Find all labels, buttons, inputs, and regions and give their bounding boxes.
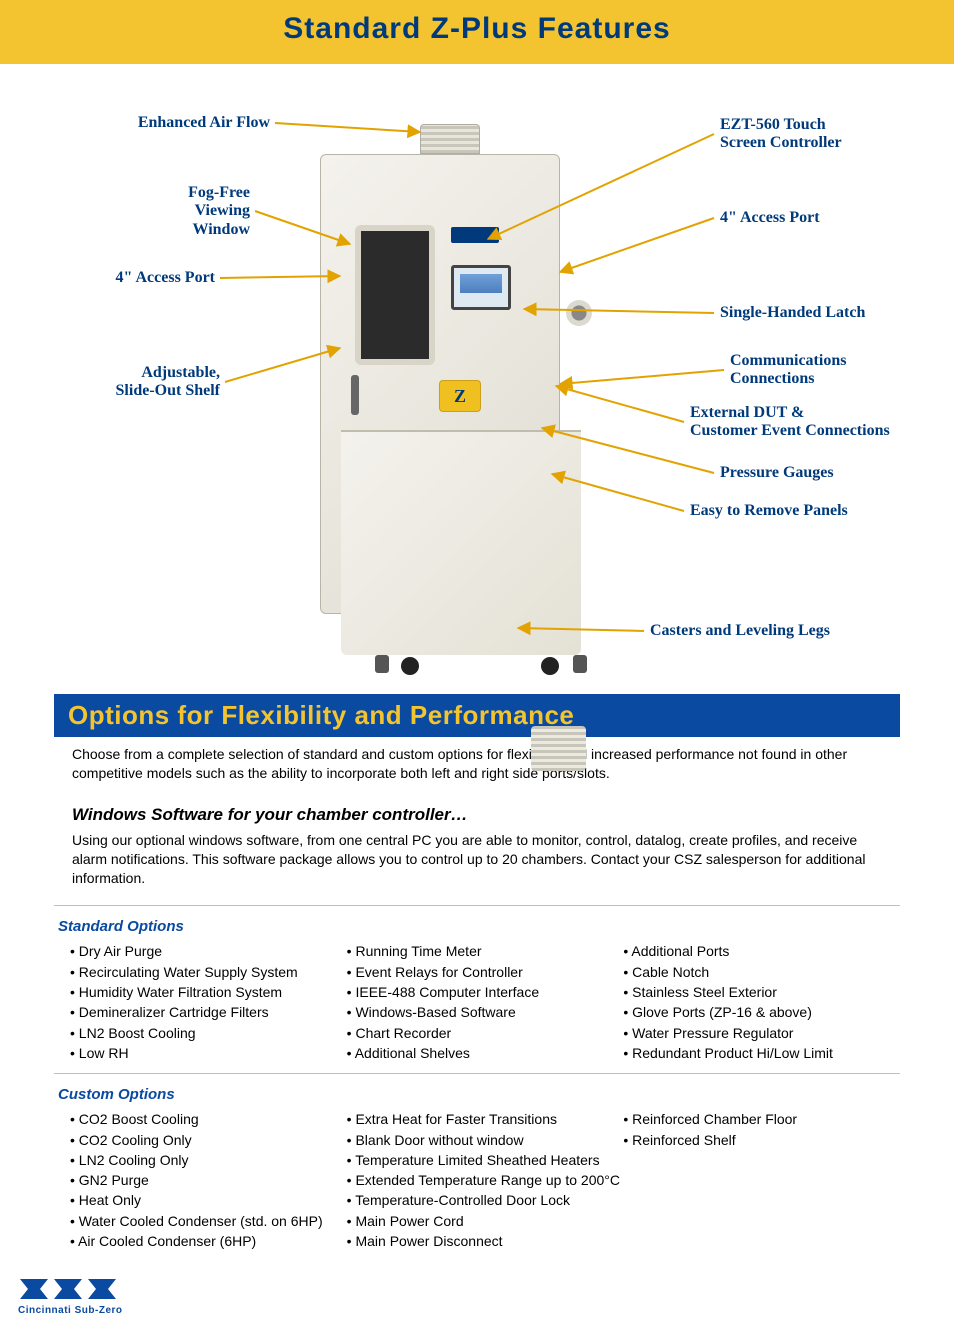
software-subhead: Windows Software for your chamber contro…	[72, 805, 882, 825]
feature-callout: Easy to Remove Panels	[690, 502, 848, 520]
feature-callout: Fog-FreeViewingWindow	[0, 184, 250, 239]
custom-options-columns: CO2 Boost CoolingCO2 Cooling OnlyLN2 Coo…	[70, 1109, 900, 1251]
footer-logo: Cincinnati Sub-Zero	[18, 1275, 128, 1316]
list-item: CO2 Boost Cooling	[70, 1109, 347, 1129]
list-item: Additional Ports	[623, 941, 900, 961]
caster-icon	[541, 657, 559, 675]
list-item: Temperature-Controlled Door Lock	[347, 1190, 624, 1210]
caster-icon	[401, 657, 419, 675]
list-item: Reinforced Shelf	[623, 1130, 900, 1150]
list-item: Temperature Limited Sheathed Heaters	[347, 1150, 624, 1170]
software-paragraph: Using our optional windows software, fro…	[72, 831, 882, 888]
standard-col-1: Dry Air PurgeRecirculating Water Supply …	[70, 941, 347, 1063]
list-item: Demineralizer Cartridge Filters	[70, 1002, 347, 1022]
chamber-vent-icon	[531, 726, 586, 771]
custom-col-3: Reinforced Chamber FloorReinforced Shelf	[623, 1109, 900, 1251]
list-item: Dry Air Purge	[70, 941, 347, 961]
list-item: Running Time Meter	[347, 941, 624, 961]
list-item: Recirculating Water Supply System	[70, 962, 347, 982]
list-item: Main Power Disconnect	[347, 1231, 624, 1251]
divider-line	[54, 905, 900, 906]
chamber-handle-icon	[351, 375, 359, 415]
feature-callout: External DUT &Customer Event Connections	[690, 404, 890, 441]
list-item: LN2 Boost Cooling	[70, 1023, 347, 1043]
feature-callout: 4" Access Port	[720, 209, 820, 227]
feature-callout: Adjustable,Slide-Out Shelf	[0, 364, 220, 401]
list-item: CO2 Cooling Only	[70, 1130, 347, 1150]
feature-callout: Single-Handed Latch	[720, 304, 865, 322]
intro-paragraph: Choose from a complete selection of stan…	[72, 745, 882, 783]
section-heading-options: Options for Flexibility and Performance	[54, 694, 900, 737]
list-item: Main Power Cord	[347, 1211, 624, 1231]
header-band: Standard Z-Plus Features	[0, 0, 954, 64]
list-item: LN2 Cooling Only	[70, 1150, 347, 1170]
leveling-leg-icon	[375, 655, 389, 673]
divider-line	[54, 1073, 900, 1074]
chamber-logo-icon	[451, 227, 499, 243]
list-item: Low RH	[70, 1043, 347, 1063]
chamber-divider	[341, 430, 581, 432]
feature-diagram: Z Enhanced Air Flow Fog-FreeViewingWindow…	[0, 84, 954, 664]
page-title: Standard Z-Plus Features	[0, 12, 954, 46]
standard-options-columns: Dry Air PurgeRecirculating Water Supply …	[70, 941, 900, 1063]
list-item: Extra Heat for Faster Transitions	[347, 1109, 624, 1129]
feature-callout: CommunicationsConnections	[730, 352, 846, 389]
list-item: Air Cooled Condenser (6HP)	[70, 1231, 347, 1251]
list-item: Additional Shelves	[347, 1043, 624, 1063]
list-item: Reinforced Chamber Floor	[623, 1109, 900, 1129]
feature-callout: EZT-560 TouchScreen Controller	[720, 116, 842, 153]
csz-logo-icon	[18, 1275, 128, 1305]
z-badge-icon: Z	[439, 380, 481, 412]
list-item: Water Cooled Condenser (std. on 6HP)	[70, 1211, 347, 1231]
standard-col-3: Additional PortsCable NotchStainless Ste…	[623, 941, 900, 1063]
leveling-leg-icon	[573, 655, 587, 673]
custom-options-head: Custom Options	[58, 1086, 954, 1103]
chamber-screen-icon	[451, 265, 511, 310]
chamber-cabinet: Z	[320, 154, 560, 614]
chamber-fan-icon	[420, 124, 480, 154]
chamber-port-icon	[566, 300, 592, 326]
list-item: Redundant Product Hi/Low Limit	[623, 1043, 900, 1063]
list-item: Chart Recorder	[347, 1023, 624, 1043]
footer-company-name: Cincinnati Sub-Zero	[18, 1305, 128, 1316]
list-item: Stainless Steel Exterior	[623, 982, 900, 1002]
list-item: Humidity Water Filtration System	[70, 982, 347, 1002]
custom-col-2: Extra Heat for Faster TransitionsBlank D…	[347, 1109, 624, 1251]
feature-callout: Pressure Gauges	[720, 464, 834, 482]
list-item: Cable Notch	[623, 962, 900, 982]
list-item: Blank Door without window	[347, 1130, 624, 1150]
list-item: Water Pressure Regulator	[623, 1023, 900, 1043]
chamber-illustration: Z	[300, 114, 580, 634]
chamber-window-icon	[355, 225, 435, 365]
list-item: Extended Temperature Range up to 200°C	[347, 1170, 624, 1190]
custom-col-1: CO2 Boost CoolingCO2 Cooling OnlyLN2 Coo…	[70, 1109, 347, 1251]
standard-col-2: Running Time MeterEvent Relays for Contr…	[347, 941, 624, 1063]
standard-options-head: Standard Options	[58, 918, 954, 935]
list-item: Event Relays for Controller	[347, 962, 624, 982]
feature-callout: Casters and Leveling Legs	[650, 622, 830, 640]
list-item: Glove Ports (ZP-16 & above)	[623, 1002, 900, 1022]
feature-callout: 4" Access Port	[0, 269, 215, 287]
list-item: GN2 Purge	[70, 1170, 347, 1190]
chamber-lower-panel	[341, 430, 581, 655]
list-item: Windows-Based Software	[347, 1002, 624, 1022]
feature-callout: Enhanced Air Flow	[0, 114, 270, 132]
list-item: Heat Only	[70, 1190, 347, 1210]
list-item: IEEE-488 Computer Interface	[347, 982, 624, 1002]
